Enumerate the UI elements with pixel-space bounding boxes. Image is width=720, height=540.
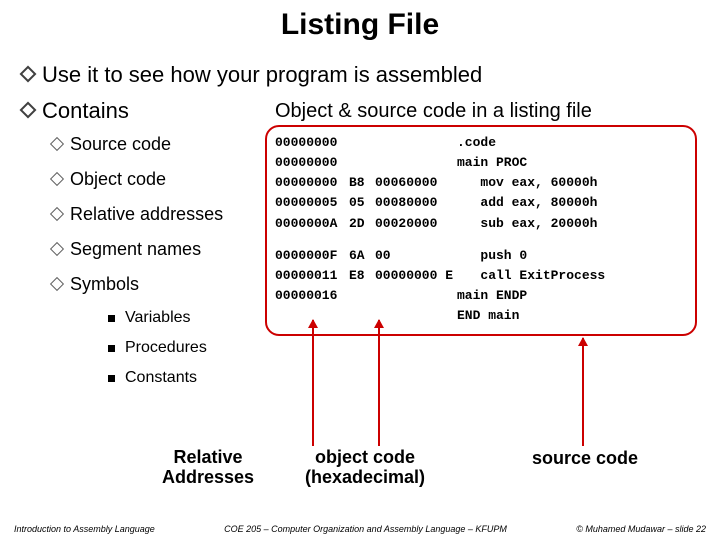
code-addr: 00000000 xyxy=(275,153,349,173)
code-addr: 00000000 xyxy=(275,173,349,193)
ann-relative: Relative Addresses xyxy=(148,448,268,488)
code-source: main ENDP xyxy=(457,286,687,306)
code-grid: 00000000 .code 00000000 main PROC 00000000B8… xyxy=(275,133,687,326)
ann-source-text: source code xyxy=(532,448,638,468)
slide-title: Listing File xyxy=(0,0,720,50)
code-opcode xyxy=(349,286,375,306)
code-opcode xyxy=(349,133,375,153)
sub2-label: Variables xyxy=(125,309,191,327)
code-operand: 00080000 xyxy=(375,193,457,213)
ann-source: source code xyxy=(510,448,660,488)
code-operand: 00000000 E xyxy=(375,266,457,286)
arrow-src xyxy=(582,338,584,446)
code-opcode: 05 xyxy=(349,193,375,213)
sub-diamond-icon xyxy=(52,209,62,219)
sub-diamond-icon xyxy=(52,279,62,289)
square-icon xyxy=(108,375,115,382)
sub-diamond-icon xyxy=(52,139,62,149)
title-bar: Listing File xyxy=(0,0,720,50)
ann-object-text: object code (hexadecimal) xyxy=(305,447,425,487)
code-source: add eax, 80000h xyxy=(457,193,687,213)
diamond-icon xyxy=(22,104,34,116)
bullet-1-text: Use it to see how your program is assemb… xyxy=(42,62,482,88)
code-source: sub eax, 20000h xyxy=(457,214,687,234)
diamond-icon xyxy=(22,68,34,80)
code-source: mov eax, 60000h xyxy=(457,173,687,193)
footer-left: Introduction to Assembly Language xyxy=(14,524,155,534)
sub2-item: Constants xyxy=(108,369,698,387)
code-addr: 00000005 xyxy=(275,193,349,213)
square-icon xyxy=(108,345,115,352)
code-addr: 0000000F xyxy=(275,246,349,266)
footer-mid: COE 205 – Computer Organization and Asse… xyxy=(224,524,507,534)
ann-object: object code (hexadecimal) xyxy=(280,448,450,488)
listing-box-title: Object & source code in a listing file xyxy=(275,100,592,123)
arrow-rel xyxy=(312,320,314,446)
code-operand xyxy=(375,153,457,173)
sub-item-label: Object code xyxy=(70,169,166,190)
footer-right: © Muhamed Mudawar – slide 22 xyxy=(576,524,706,534)
code-operand xyxy=(375,286,457,306)
sub2-item: Procedures xyxy=(108,339,698,357)
code-operand: 00 xyxy=(375,246,457,266)
code-opcode xyxy=(349,153,375,173)
ann-relative-text: Relative Addresses xyxy=(162,447,254,487)
code-opcode: B8 xyxy=(349,173,375,193)
code-operand xyxy=(375,306,457,326)
code-source: .code xyxy=(457,133,687,153)
code-source: call ExitProcess xyxy=(457,266,687,286)
code-addr: 00000000 xyxy=(275,133,349,153)
code-operand: 00020000 xyxy=(375,214,457,234)
code-operand: 00060000 xyxy=(375,173,457,193)
footer: Introduction to Assembly Language COE 20… xyxy=(0,524,720,534)
sub2-label: Procedures xyxy=(125,339,207,357)
sub-item-label: Symbols xyxy=(70,274,139,295)
bullet-1: Use it to see how your program is assemb… xyxy=(22,62,698,88)
sub-item-label: Segment names xyxy=(70,239,201,260)
code-addr: 0000000A xyxy=(275,214,349,234)
code-operand xyxy=(375,133,457,153)
bullet-2-text: Contains xyxy=(42,98,129,124)
code-opcode: 2D xyxy=(349,214,375,234)
sub-item-label: Source code xyxy=(70,134,171,155)
code-source: END main xyxy=(457,306,687,326)
code-addr: 00000011 xyxy=(275,266,349,286)
code-opcode xyxy=(349,306,375,326)
sub-diamond-icon xyxy=(52,174,62,184)
arrow-obj xyxy=(378,320,380,446)
sub2-label: Constants xyxy=(125,369,197,387)
listing-box: 00000000 .code 00000000 main PROC 00000000B8… xyxy=(265,125,697,336)
annotation-labels: Relative Addresses object code (hexadeci… xyxy=(148,448,708,488)
code-source: main PROC xyxy=(457,153,687,173)
sub-item-label: Relative addresses xyxy=(70,204,223,225)
sub-diamond-icon xyxy=(52,244,62,254)
code-opcode: 6A xyxy=(349,246,375,266)
square-icon xyxy=(108,315,115,322)
code-opcode: E8 xyxy=(349,266,375,286)
code-source: push 0 xyxy=(457,246,687,266)
code-addr: 00000016 xyxy=(275,286,349,306)
